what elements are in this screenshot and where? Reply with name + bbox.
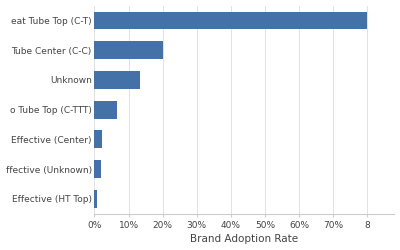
Bar — [94, 130, 102, 148]
Bar — [94, 12, 367, 29]
X-axis label: Brand Adoption Rate: Brand Adoption Rate — [190, 234, 298, 244]
Bar — [94, 71, 140, 89]
Bar — [94, 190, 96, 208]
Bar — [94, 101, 117, 118]
Bar — [94, 160, 101, 178]
Bar — [94, 41, 163, 59]
